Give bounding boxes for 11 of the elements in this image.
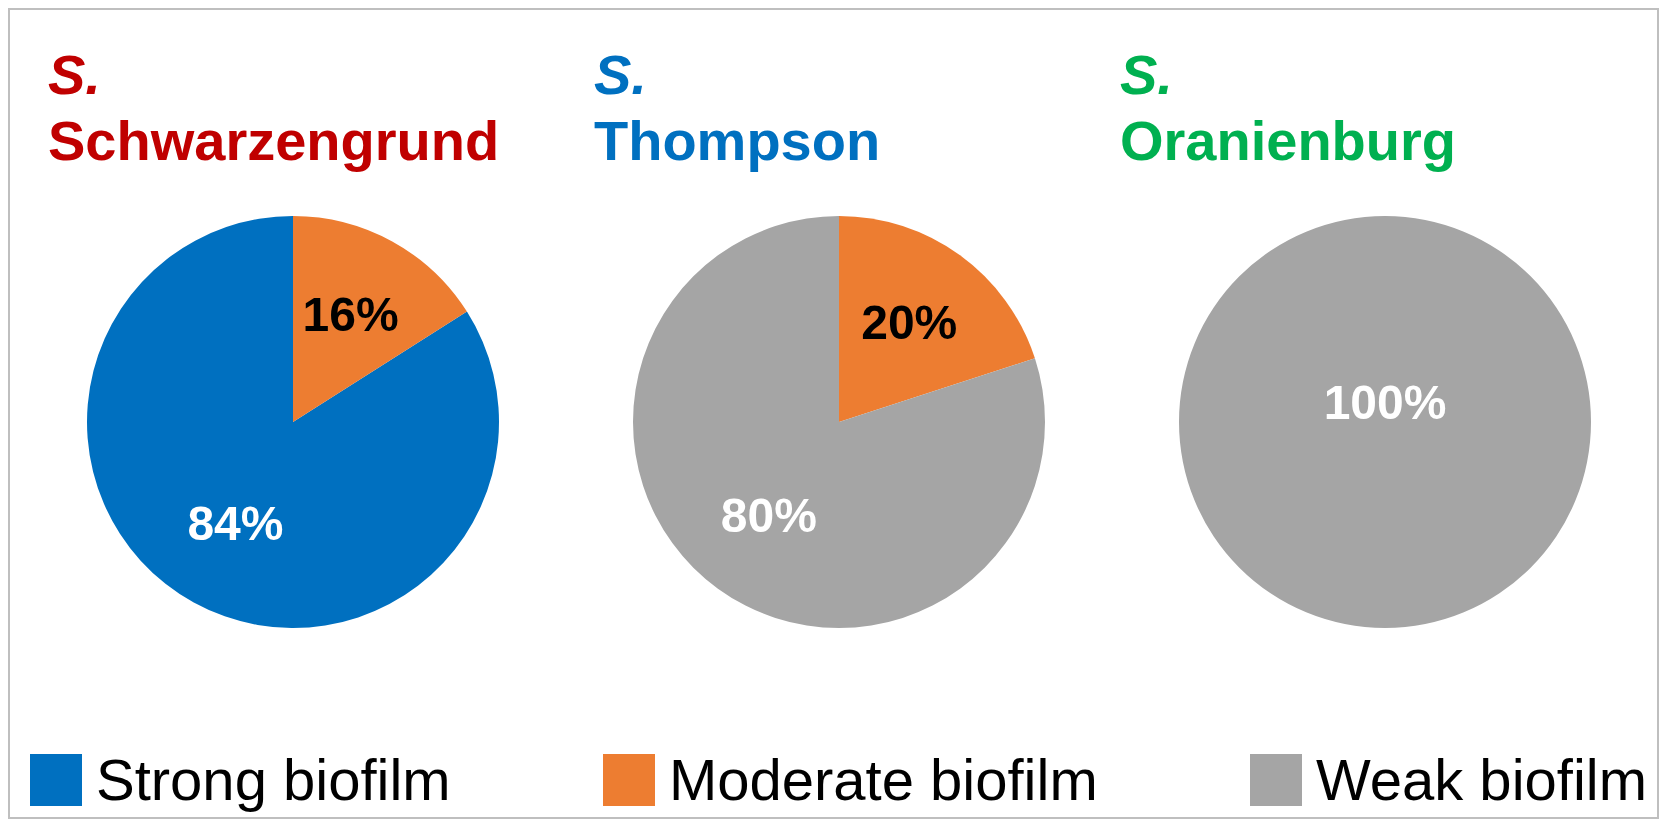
legend-label: Strong biofilm: [96, 746, 451, 813]
data-label: 100%: [1323, 375, 1446, 429]
data-label: 20%: [860, 295, 957, 349]
data-label: 80%: [720, 488, 817, 542]
data-label: 84%: [186, 496, 283, 550]
chart-title: S. Thompson: [594, 42, 881, 174]
legend-label: Moderate biofilm: [668, 746, 1098, 813]
data-label: 16%: [302, 287, 399, 341]
legend-label: Weak biofilm: [1316, 746, 1647, 813]
chart-title: S. Schwarzengrund: [48, 42, 500, 174]
chart-title: S. Oranienburg: [1120, 42, 1457, 174]
